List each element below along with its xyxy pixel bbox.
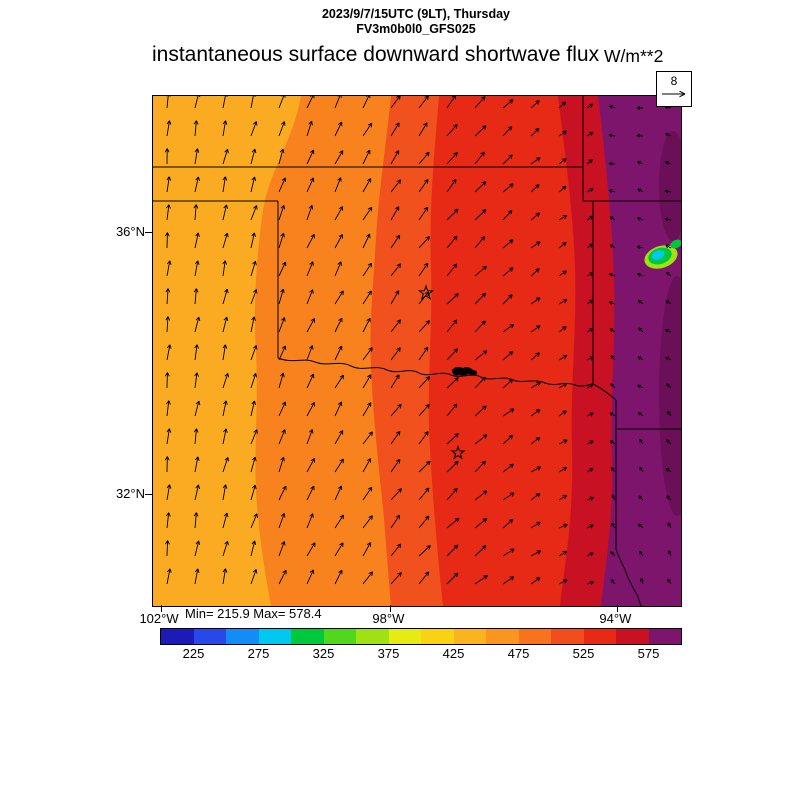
colorbar-tick-label: 325	[312, 646, 335, 661]
colorbar-segment	[583, 629, 616, 644]
colorbar	[160, 628, 682, 645]
map-frame	[152, 95, 682, 607]
colorbar-tick-label: 525	[572, 646, 595, 661]
anomaly-core	[651, 250, 665, 260]
colorbar-segment	[226, 629, 259, 644]
lon-tick-mark	[161, 605, 162, 612]
colorbar-segment	[648, 629, 681, 644]
lat-tick-label: 36°N	[115, 224, 145, 239]
colorbar-segment	[161, 629, 194, 644]
wind-arrows	[164, 96, 672, 586]
lon-tick-label: 102°W	[139, 611, 179, 626]
anomaly-lobe	[670, 239, 681, 249]
reference-vector-label: 8	[670, 74, 678, 88]
reference-vector-box: 8	[656, 71, 692, 107]
units-label: W/m**2	[604, 46, 664, 66]
lat-tick-mark	[145, 494, 152, 495]
colorbar-tick-label: 575	[637, 646, 660, 661]
colorbar-segment	[551, 629, 584, 644]
header-datetime: 2023/9/7/15UTC (9LT), Thursday	[321, 7, 511, 21]
lon-tick-label: 94°W	[599, 611, 632, 626]
colorbar-segment	[616, 629, 649, 644]
lon-tick-label: 98°W	[372, 611, 405, 626]
colorbar-tick-label: 275	[247, 646, 270, 661]
state-borders	[153, 96, 681, 606]
dark-purple-patch	[659, 276, 681, 516]
lake-texoma	[452, 367, 478, 376]
minmax-stats: Min= 215.9 Max= 578.4	[185, 606, 322, 621]
anomaly-spot	[644, 239, 681, 269]
colorbar-segment	[258, 629, 291, 644]
lon-tick-mark	[390, 605, 391, 612]
colorbar-segment	[193, 629, 226, 644]
station-star	[450, 444, 466, 460]
dark-purple-patch	[659, 131, 681, 241]
colorbar-segment	[421, 629, 454, 644]
lat-tick-label: 32°N	[115, 486, 145, 501]
colorbar-tick-label: 475	[507, 646, 530, 661]
colorbar-tick-label: 225	[182, 646, 205, 661]
plot-title: instantaneous surface downward shortwave…	[152, 43, 600, 66]
colorbar-segment	[453, 629, 486, 644]
colorbar-segment	[291, 629, 324, 644]
colorbar-segment	[356, 629, 389, 644]
colorbar-segment	[388, 629, 421, 644]
map-svg	[153, 96, 681, 606]
header-model: FV3m0b0l0_GFS025	[356, 22, 476, 36]
lon-tick-mark	[617, 605, 618, 612]
colorbar-segment	[323, 629, 356, 644]
color-band	[598, 96, 681, 606]
wind-arrow-field	[164, 96, 672, 586]
colorbar-tick-label: 375	[377, 646, 400, 661]
colorbar-segment	[486, 629, 519, 644]
colorbar-segment	[518, 629, 551, 644]
reference-arrow-icon	[662, 90, 686, 98]
colorbar-tick-label: 425	[442, 646, 465, 661]
lat-tick-mark	[145, 232, 152, 233]
